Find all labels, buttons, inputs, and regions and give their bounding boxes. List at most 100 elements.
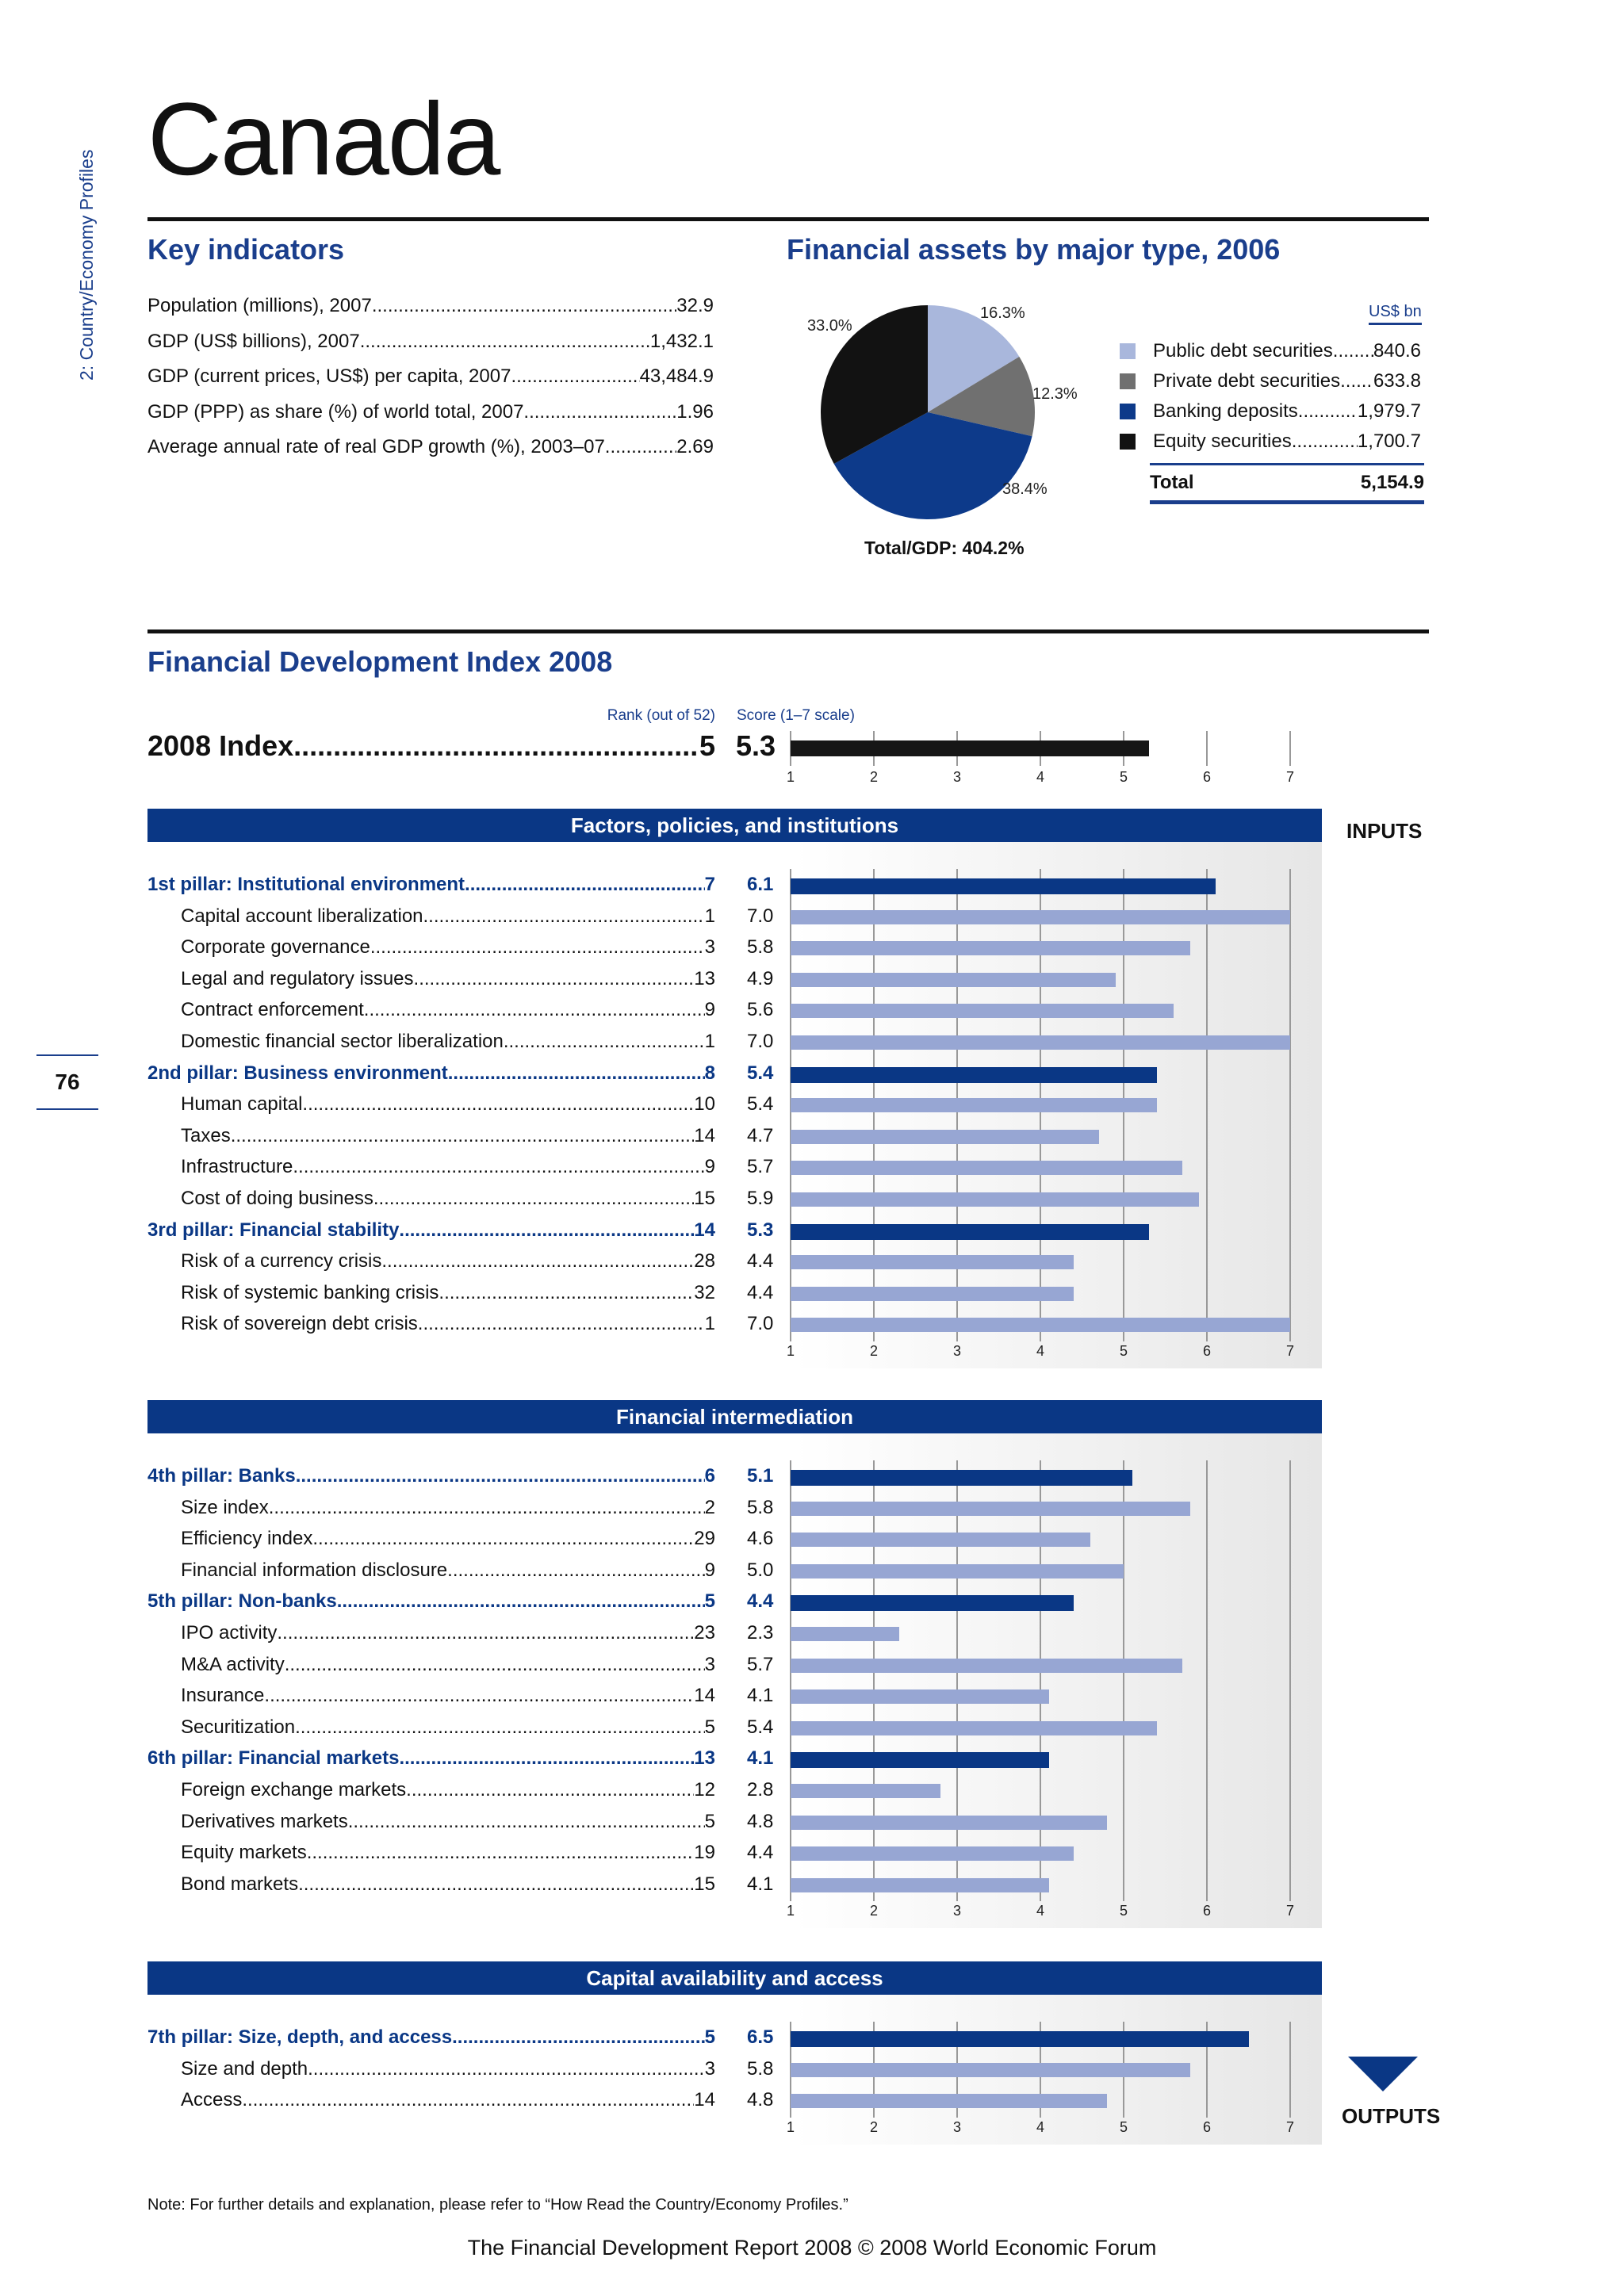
bar-1st-pillar-institutional-environment: [791, 878, 1216, 894]
row-label-text: Access: [181, 2089, 243, 2111]
leader-dots: [307, 1842, 695, 1864]
subindicator-row-label: Equity markets 19: [181, 1842, 715, 1864]
subindicator-row-label: Derivatives markets 5: [181, 1811, 715, 1833]
key-indicator-row: Average annual rate of real GDP growth (…: [147, 436, 714, 458]
row-rank: 1: [704, 905, 715, 927]
group-2-axis-tick-label: 4: [1036, 1903, 1044, 1919]
subindicator-row-label: Access 14: [181, 2089, 715, 2111]
row-rank: 23: [694, 1622, 715, 1644]
row-score: 5.6: [747, 999, 774, 1021]
key-indicator-row: GDP (PPP) as share (%) of world total, 2…: [147, 401, 714, 423]
top-rule: [147, 217, 1429, 221]
leader-dots: [1298, 400, 1358, 423]
leader-dots: [452, 2026, 705, 2049]
row-rank: 8: [704, 1062, 715, 1084]
row-label-text: Infrastructure: [181, 1156, 293, 1178]
row-rank: 7: [704, 874, 715, 895]
row-label-text: IPO activity: [181, 1622, 278, 1644]
pillar-row-label: 1st pillar: Institutional environment 7: [147, 874, 715, 896]
row-rank: 19: [694, 1842, 715, 1864]
pie-slice-private-debt-securities: [928, 356, 1035, 437]
index-axis-tick-label: 7: [1285, 769, 1294, 785]
row-label-text: Bond markets: [181, 1873, 299, 1895]
leader-dots: [231, 1125, 695, 1147]
row-rank: 14: [694, 2089, 715, 2111]
rank-header: Rank (out of 52): [607, 707, 715, 724]
group-1-axis-tick-label: 5: [1119, 1343, 1128, 1359]
pillar-row-label: 6th pillar: Financial markets 13: [147, 1747, 715, 1770]
legend-value: 1,979.7: [1357, 400, 1421, 422]
row-rank: 3: [704, 936, 715, 959]
row-rank: 13: [694, 967, 715, 989]
total-gdp-label: Total/GDP: 404.2%: [864, 538, 1025, 558]
leader-dots: [504, 1031, 705, 1053]
bar-human-capital: [791, 1098, 1157, 1113]
group-2-axis-gridline: [790, 1460, 791, 1902]
leader-dots: [298, 1873, 694, 1896]
leader-dots: [406, 1779, 694, 1801]
row-label-text: Taxes: [181, 1124, 231, 1146]
leader-dots: [277, 1622, 694, 1644]
financial-assets-pie-chart: [821, 305, 1035, 519]
group-1-axis-tick-label: 3: [952, 1343, 961, 1359]
group-2-axis-tick-label: 5: [1119, 1903, 1128, 1919]
key-indicator-value: 1.96: [676, 400, 714, 423]
row-label-text: 1st pillar: Institutional environment: [147, 874, 465, 895]
subindicator-row-label: Insurance 14: [181, 1685, 715, 1707]
row-label-text: Legal and regulatory issues: [181, 967, 414, 989]
row-score: 4.1: [747, 1873, 774, 1895]
group-2-axis-tick-label: 7: [1285, 1903, 1294, 1919]
unit-label: US$ bn: [1369, 303, 1422, 325]
index-axis-tick-label: 6: [1202, 769, 1211, 785]
legend-total-value: 5,154.9: [1360, 472, 1424, 493]
row-label-text: Domestic financial sector liberalization: [181, 1031, 504, 1052]
row-label-text: Financial information disclosure: [181, 1559, 448, 1581]
group-2-axis-gridline: [1206, 1460, 1208, 1902]
leader-dots: [511, 365, 639, 388]
row-score: 4.9: [747, 967, 774, 989]
row-score: 5.1: [747, 1465, 774, 1487]
row-score: 7.0: [747, 1313, 774, 1335]
bar-taxes: [791, 1129, 1099, 1144]
row-rank: 5: [704, 1716, 715, 1738]
footer: The Financial Development Report 2008 © …: [467, 2236, 1157, 2260]
middle-rule: [147, 629, 1429, 633]
legend-total-label: Total: [1150, 472, 1194, 493]
legend-value: 1,700.7: [1357, 430, 1421, 452]
index-label-row: 2008 Index 5: [147, 729, 715, 763]
subindicator-row-label: Infrastructure 9: [181, 1156, 715, 1178]
row-rank: 9: [704, 1156, 715, 1178]
group-3-axis-tick-label: 1: [786, 2118, 795, 2135]
row-rank: 1: [704, 1313, 715, 1335]
group-3-axis-tick-label: 2: [869, 2118, 878, 2135]
row-label-text: Efficiency index: [181, 1528, 313, 1550]
legend-value: 840.6: [1373, 340, 1421, 362]
bar-risk-of-systemic-banking-crisis: [791, 1286, 1074, 1301]
pillar-row-label: 7th pillar: Size, depth, and access 5: [147, 2026, 715, 2049]
note: Note: For further details and explanatio…: [147, 2196, 848, 2214]
row-label-text: 2nd pillar: Business environment: [147, 1062, 448, 1084]
row-score: 5.0: [747, 1559, 774, 1581]
index-score: 5.3: [736, 729, 776, 762]
leader-dots: [295, 1716, 705, 1739]
row-score: 6.5: [747, 2026, 774, 2048]
row-label-text: Derivatives markets: [181, 1810, 348, 1832]
bar-legal-and-regulatory-issues: [791, 972, 1116, 987]
leader-dots: [364, 999, 705, 1021]
row-rank: 12: [694, 1779, 715, 1800]
subindicator-row-label: Risk of sovereign debt crisis 1: [181, 1313, 715, 1335]
pillar-row-label: 5th pillar: Non-banks 5: [147, 1590, 715, 1613]
row-score: 5.3: [747, 1219, 774, 1241]
legend-swatch: [1120, 404, 1136, 419]
row-label-text: Equity markets: [181, 1842, 307, 1864]
bar-foreign-exchange-markets: [791, 1784, 940, 1798]
bar-7th-pillar-size-depth-and-access: [791, 2031, 1249, 2047]
section-side-tab: 2: Country/Economy Profiles: [76, 149, 97, 381]
row-score: 4.4: [747, 1590, 774, 1613]
key-indicators-title: Key indicators: [147, 233, 345, 266]
pillar-row-label: 3rd pillar: Financial stability 14: [147, 1219, 715, 1242]
row-label-text: 5th pillar: Non-banks: [147, 1590, 337, 1613]
row-score: 6.1: [747, 874, 774, 895]
legend-item-equity-securities: Equity securities 1,700.7: [1120, 428, 1421, 455]
leader-dots: [264, 1685, 694, 1707]
